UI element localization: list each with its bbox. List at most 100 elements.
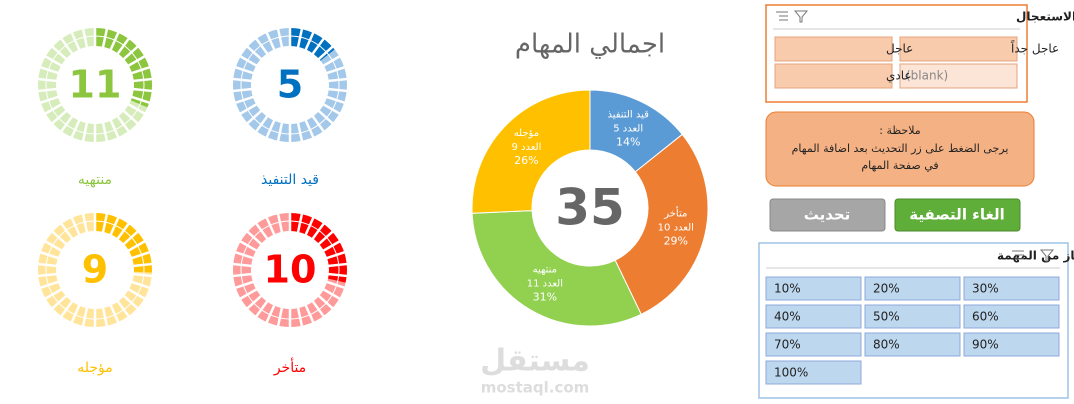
slicer-item-label[interactable]: 20% <box>873 282 900 296</box>
gauge-gap <box>132 272 153 278</box>
gauge-gap <box>296 28 304 49</box>
gauge-gap <box>122 230 139 246</box>
gauge-gap <box>130 65 151 75</box>
slicer-item[interactable] <box>864 332 961 357</box>
gauge-value: 10 <box>264 248 317 292</box>
slicer-title: تصفية المهام بحسب نسبة الانجاز من المهمة <box>997 249 1074 264</box>
slicer-item-label[interactable]: (blank) <box>906 69 948 83</box>
gauge-gap <box>81 121 89 142</box>
watermark-logo: مستقل <box>480 344 590 379</box>
donut-slice <box>471 89 591 214</box>
slice-count: العدد 10 <box>658 223 694 234</box>
gauge-gap <box>130 95 151 105</box>
gauge-gap <box>127 239 146 253</box>
slicer-item-label[interactable]: 100% <box>774 366 808 380</box>
gauge-gap <box>37 87 58 93</box>
slicer-item-label[interactable]: 70% <box>774 338 801 352</box>
gauge-gap <box>51 109 68 125</box>
gauge-gap <box>116 37 131 55</box>
gauge-gap <box>51 45 68 61</box>
note-box <box>765 111 1035 187</box>
gauge-gap <box>39 250 60 260</box>
gauge-gap <box>130 250 151 260</box>
gauge-gap <box>116 115 131 133</box>
donut-total: 35 <box>555 179 625 237</box>
donut-slice <box>614 133 709 315</box>
slice-category: متأخر <box>663 206 687 220</box>
gauge-gap <box>37 77 58 83</box>
gauge-gap <box>234 280 255 290</box>
gauge-gap <box>101 306 109 327</box>
gauge-gap <box>276 121 284 142</box>
gauge-gap <box>246 45 263 61</box>
gauge-gap <box>132 87 153 93</box>
gauge-gap <box>327 262 348 268</box>
slicer-icons[interactable] <box>1012 249 1055 262</box>
gauge-gap <box>322 54 341 68</box>
gauge-gap <box>44 54 63 68</box>
slicer-item[interactable] <box>864 304 961 329</box>
gauge-gap <box>127 54 146 68</box>
gauge-label: مؤجله <box>77 360 113 376</box>
chart-title: اجمالي المهام <box>515 30 665 60</box>
gauge-gap <box>51 230 68 246</box>
slicer-item[interactable] <box>963 304 1060 329</box>
gauge-gap <box>311 37 326 55</box>
clear-filter-button[interactable] <box>894 198 1021 232</box>
gauge-gap <box>317 109 334 125</box>
gauge-gap <box>232 272 253 278</box>
slicer-item[interactable] <box>864 276 961 301</box>
slicer-item-label[interactable]: عادي <box>886 69 912 83</box>
slicer-item[interactable] <box>765 276 862 301</box>
slicer-item[interactable] <box>899 36 1018 62</box>
slicer-item-label[interactable]: عاجل <box>886 42 913 56</box>
gauge-gap <box>265 304 276 324</box>
gauge-label: منتهيه <box>78 172 112 188</box>
slicer-title: تصفية المهام بحسب درجة الاستعجال <box>1016 10 1074 25</box>
slicer-item[interactable] <box>765 332 862 357</box>
gauge-gap <box>122 294 139 310</box>
slicer-item-label[interactable]: 40% <box>774 310 801 324</box>
gauge-gap <box>246 230 263 246</box>
slicer-item-label[interactable]: 10% <box>774 282 801 296</box>
slicer-icons[interactable] <box>776 10 809 23</box>
gauge-gap <box>127 102 146 116</box>
slicer-item[interactable] <box>963 276 1060 301</box>
refresh-button[interactable] <box>769 198 886 232</box>
gauge-gap <box>325 95 346 105</box>
gauge-gap <box>44 239 63 253</box>
button-label[interactable]: تحديث <box>804 206 851 224</box>
slice-percent: 29% <box>664 235 688 248</box>
slicer-item-label[interactable]: 60% <box>972 310 999 324</box>
gauge-inner-line <box>240 220 340 320</box>
slicer-item-label[interactable]: عاجل جداً <box>1011 40 1060 56</box>
gauge-gap <box>325 250 346 260</box>
slicer-item-label[interactable]: 90% <box>972 338 999 352</box>
gauge-gap <box>322 239 341 253</box>
gauge-gap <box>327 272 348 278</box>
gauge-gap <box>116 222 131 240</box>
slicer-item[interactable] <box>963 332 1060 357</box>
gauge-gap <box>70 119 81 139</box>
slicer-item[interactable] <box>765 304 862 329</box>
gauge-gap <box>317 230 334 246</box>
gauge-gap <box>44 287 63 301</box>
slicer-item-label[interactable]: 80% <box>873 338 900 352</box>
button-label[interactable]: الغاء التصفية <box>909 206 1004 224</box>
gauge-gap <box>109 119 120 139</box>
slicer-item[interactable] <box>765 360 862 385</box>
gauge-gap <box>132 262 153 268</box>
slicer-item-label[interactable]: 30% <box>972 282 999 296</box>
slicer-item[interactable] <box>899 63 1018 89</box>
gauge-gap <box>311 300 326 318</box>
gauge-gap <box>304 216 315 236</box>
gauge-gap <box>254 222 269 240</box>
gauge-gap <box>325 65 346 75</box>
slice-percent: 31% <box>533 291 557 304</box>
gauge-gap <box>37 262 58 268</box>
slicer-item[interactable] <box>774 36 893 62</box>
slicer-item-label[interactable]: 50% <box>873 310 900 324</box>
gauge-gap <box>70 216 81 236</box>
slicer-item[interactable] <box>774 63 893 89</box>
gauge-gap <box>44 102 63 116</box>
